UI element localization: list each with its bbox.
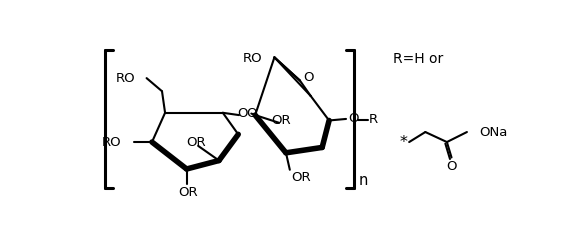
Text: O: O — [446, 160, 457, 173]
Text: O: O — [246, 107, 256, 120]
Text: OR: OR — [178, 186, 198, 199]
Text: OR: OR — [271, 114, 290, 127]
Text: OR: OR — [186, 135, 206, 149]
Text: n: n — [359, 173, 368, 188]
Text: O: O — [348, 112, 359, 125]
Text: R=H or: R=H or — [393, 52, 443, 66]
Text: O: O — [304, 71, 314, 84]
Text: *: * — [400, 135, 408, 150]
Text: ONa: ONa — [479, 125, 508, 139]
Text: RO: RO — [101, 135, 121, 149]
Text: R: R — [369, 113, 378, 126]
Text: RO: RO — [243, 52, 263, 65]
Text: OR: OR — [291, 171, 311, 184]
Text: RO: RO — [116, 72, 136, 85]
Text: O: O — [238, 107, 248, 120]
